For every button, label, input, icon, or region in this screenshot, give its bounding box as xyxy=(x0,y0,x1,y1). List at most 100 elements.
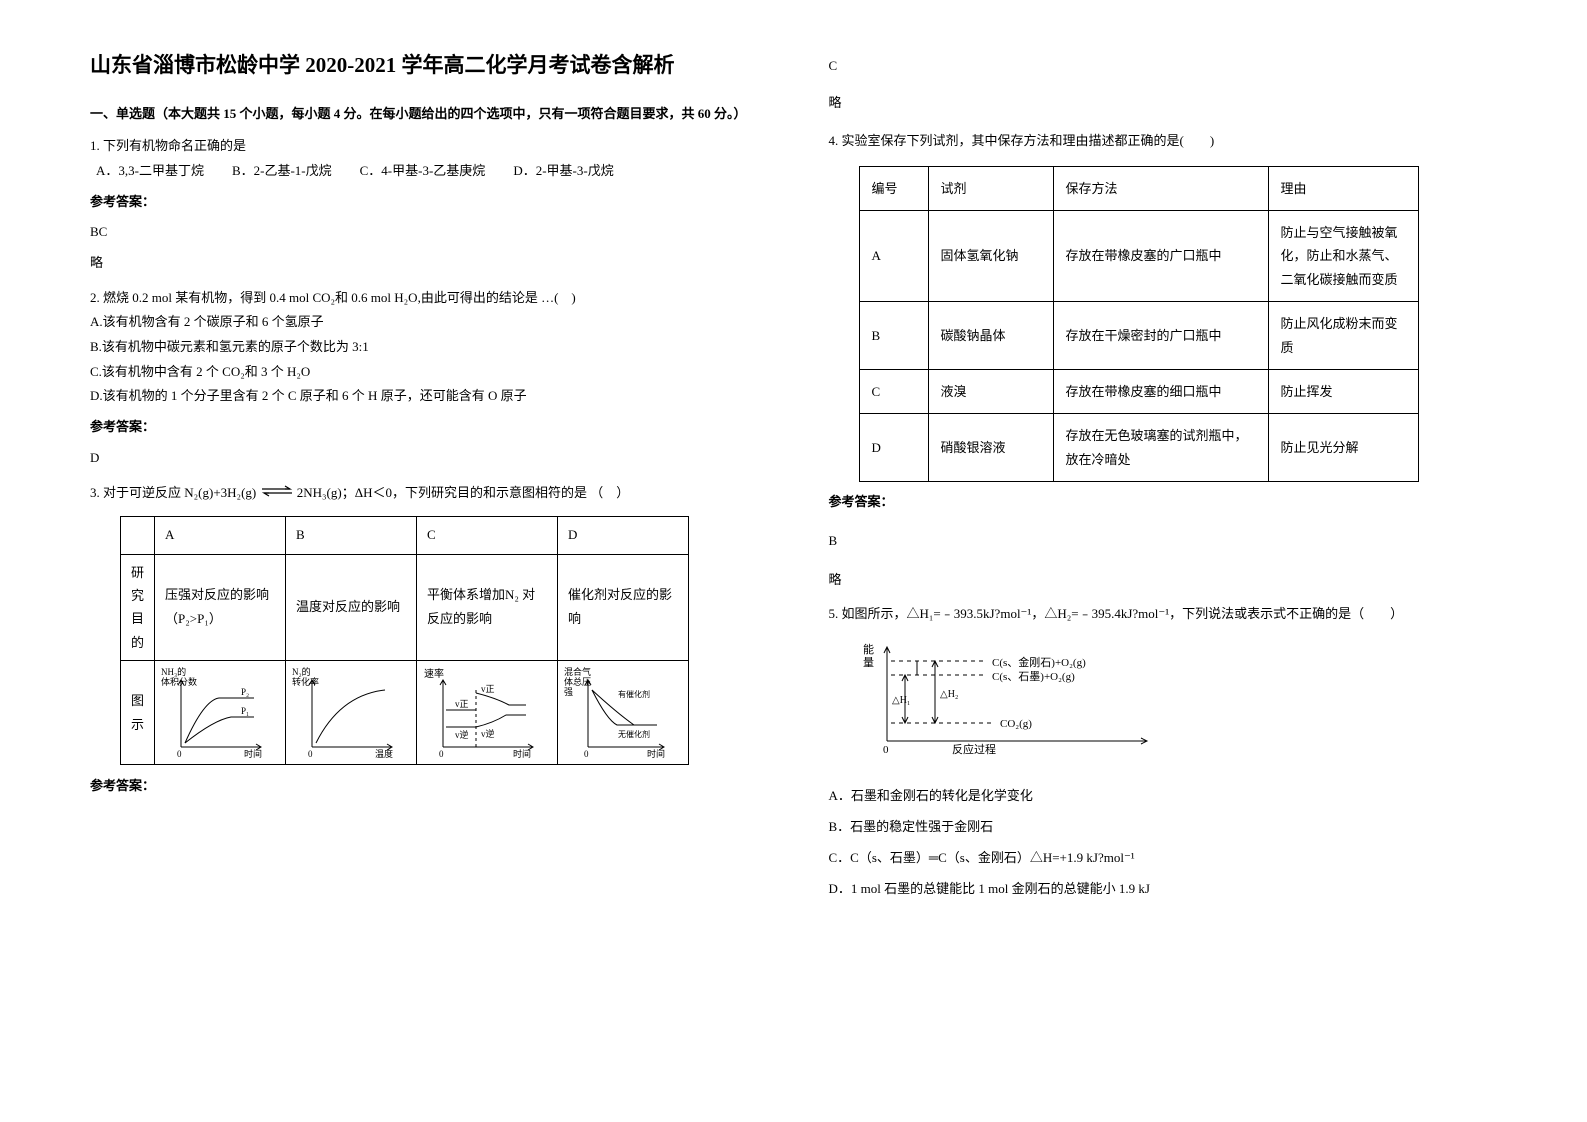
q3-row1-label: 研 究 目 的 xyxy=(121,554,155,661)
q1-stem: 1. 下列有机物命名正确的是 xyxy=(90,134,759,159)
q5-text: 如图所示，△H₁=﹣393.5kJ?mol⁻¹，△H₂=﹣395.4kJ?mol… xyxy=(842,606,1404,621)
svg-text:量: 量 xyxy=(863,656,874,669)
graph-d-xlabel: 时间 xyxy=(647,748,665,759)
q3-hdr-c: C xyxy=(417,516,558,554)
q1-opt-b: B．2-乙基-1-戊烷 xyxy=(232,159,332,184)
question-4: 4. 实验室保存下列试剂，其中保存方法和理由描述都正确的是( ) 编号 试剂 保… xyxy=(829,129,1498,592)
q4-row-a: A 固体氢氧化钠 存放在带橡皮塞的广口瓶中 防止与空气接触被氧化，防止和水蒸气、… xyxy=(859,211,1418,302)
q3-purpose-d: 催化剂对反应的影响 xyxy=(558,554,689,661)
q3-table: A B C D 研 究 目 的 压强对反应的影响（P₂>P₁） 温度对反应的影响… xyxy=(120,516,689,765)
graph-c-xlabel: 时间 xyxy=(513,748,531,759)
q3-purpose-b: 温度对反应的影响 xyxy=(286,554,417,661)
q2-answer-label: 参考答案： xyxy=(90,415,759,440)
q1-text: 下列有机物命名正确的是 xyxy=(103,138,246,153)
section-heading: 一、单选题（本大题共 15 个小题，每小题 4 分。在每小题给出的四个选项中，只… xyxy=(90,104,759,125)
q3-purpose-a: 压强对反应的影响（P₂>P₁） xyxy=(155,554,286,661)
q1-opt-a: A．3,3-二甲基丁烷 xyxy=(96,159,204,184)
page: 山东省淄博市松龄中学 2020-2021 学年高二化学月考试卷含解析 一、单选题… xyxy=(0,0,1587,1122)
graph-a-svg: NH₃的 体积分数 P₂ P₁ 0 时间 xyxy=(159,665,269,760)
q3-hdr-blank xyxy=(121,516,155,554)
q3-answer-label: 参考答案： xyxy=(90,775,759,794)
q2-stem: 2. 燃烧 0.2 mol 某有机物，得到 0.4 mol CO₂和 0.6 m… xyxy=(90,286,759,311)
q4-text: 实验室保存下列试剂，其中保存方法和理由描述都正确的是( ) xyxy=(842,133,1215,148)
svg-text:0: 0 xyxy=(177,749,182,759)
q3-row2-label: 图 示 xyxy=(121,661,155,765)
graph-b-ylabel-2: 转化率 xyxy=(292,676,319,687)
q4-hdr-2: 保存方法 xyxy=(1053,166,1268,210)
q4-row-c: C 液溴 存放在带橡皮塞的细口瓶中 防止挥发 xyxy=(859,370,1418,414)
q4-stem: 4. 实验室保存下列试剂，其中保存方法和理由描述都正确的是( ) xyxy=(829,129,1498,154)
svg-text:C(s、石墨)+O₂(g): C(s、石墨)+O₂(g) xyxy=(992,670,1075,683)
q2-text: 燃烧 0.2 mol 某有机物，得到 0.4 mol CO₂和 0.6 mol … xyxy=(103,290,576,305)
svg-text:v正: v正 xyxy=(481,684,495,694)
q4-row-b: B 碳酸钠晶体 存放在干燥密封的广口瓶中 防止风化成粉末而变质 xyxy=(859,302,1418,370)
q5-opt-b: B．石墨的稳定性强于金刚石 xyxy=(829,811,1498,842)
q2-answer: D xyxy=(90,446,759,471)
graph-c-svg: 速率 v正 xyxy=(421,665,541,760)
q2-opt-d: D.该有机物的 1 个分子里含有 2 个 C 原子和 6 个 H 原子，还可能含… xyxy=(90,384,759,409)
graph-a-ylabel-1: NH₃的 xyxy=(161,666,186,677)
graph-a-ylabel-2: 体积分数 xyxy=(161,676,197,687)
graph-d-svg: 混合气 体总压 强 有催化剂 无催化剂 0 时间 xyxy=(562,665,672,760)
question-2: 2. 燃烧 0.2 mol 某有机物，得到 0.4 mol CO₂和 0.6 m… xyxy=(90,286,759,471)
question-5: 5. 如图所示，△H₁=﹣393.5kJ?mol⁻¹，△H₂=﹣395.4kJ?… xyxy=(829,602,1498,904)
q4-answer: B xyxy=(829,529,1498,554)
q3-purpose-c: 平衡体系增加N₂ 对反应的影响 xyxy=(417,554,558,661)
svg-text:v正: v正 xyxy=(455,699,469,709)
graph-c-ylabel: 速率 xyxy=(424,667,444,680)
svg-text:v逆: v逆 xyxy=(481,728,495,739)
energy-diagram-svg: 能 量 0 反应过程 C(s、金刚石)+O₂(g) C(s、石墨)+O₂(g) … xyxy=(857,639,1177,759)
q4-num: 4. xyxy=(829,133,839,148)
q3-answer: C xyxy=(829,58,1498,74)
q3-stem: 3. 对于可逆反应 N₂(g)+3H₂(g) 2NH₃(g)；ΔH＜0，下列研究… xyxy=(90,481,759,506)
svg-text:0: 0 xyxy=(584,749,589,759)
q3-graph-a: NH₃的 体积分数 P₂ P₁ 0 时间 xyxy=(155,661,286,765)
q5-opt-c: C．C（s、石墨）═C（s、金刚石）△H=+1.9 kJ?mol⁻¹ xyxy=(829,842,1498,873)
q1-answer-label: 参考答案： xyxy=(90,190,759,215)
q3-purpose-row: 研 究 目 的 压强对反应的影响（P₂>P₁） 温度对反应的影响 平衡体系增加N… xyxy=(121,554,689,661)
q2-opt-c: C.该有机物中含有 2 个 CO₂和 3 个 H₂O xyxy=(90,360,759,385)
graph-a-label-p1: P₁ xyxy=(241,706,249,716)
svg-text:0: 0 xyxy=(439,749,444,759)
q4-hdr-3: 理由 xyxy=(1268,166,1418,210)
q1-note: 略 xyxy=(90,251,759,276)
svg-text:能: 能 xyxy=(863,642,874,656)
q3-header-row: A B C D xyxy=(121,516,689,554)
svg-text:△H₂: △H₂ xyxy=(940,689,958,700)
q3-hdr-b: B xyxy=(286,516,417,554)
q3-prefix: 对于可逆反应 N₂(g)+3H₂(g) xyxy=(103,485,256,500)
svg-text:0: 0 xyxy=(883,744,889,756)
q4-table: 编号 试剂 保存方法 理由 A 固体氢氧化钠 存放在带橡皮塞的广口瓶中 防止与空… xyxy=(859,166,1419,483)
svg-text:CO₂(g): CO₂(g) xyxy=(1000,718,1032,730)
q2-num: 2. xyxy=(90,290,100,305)
q1-answer: BC xyxy=(90,220,759,245)
q5-stem: 5. 如图所示，△H₁=﹣393.5kJ?mol⁻¹，△H₂=﹣395.4kJ?… xyxy=(829,602,1498,627)
svg-text:C(s、金刚石)+O₂(g): C(s、金刚石)+O₂(g) xyxy=(992,655,1086,669)
q4-answer-label: 参考答案： xyxy=(829,490,1498,515)
q2-opt-b: B.该有机物中碳元素和氢元素的原子个数比为 3:1 xyxy=(90,335,759,360)
q5-energy-diagram: 能 量 0 反应过程 C(s、金刚石)+O₂(g) C(s、石墨)+O₂(g) … xyxy=(857,639,1498,768)
svg-text:混合气: 混合气 xyxy=(564,666,591,677)
q2-opt-a: A.该有机物含有 2 个碳原子和 6 个氢原子 xyxy=(90,310,759,335)
q3-graph-row: 图 示 NH₃的 体积分数 P₂ P₁ xyxy=(121,661,689,765)
svg-text:v逆: v逆 xyxy=(455,729,469,740)
svg-text:强: 强 xyxy=(564,687,573,697)
q3-suffix: 2NH₃(g)；ΔH＜0，下列研究目的和示意图相符的是 （ ） xyxy=(297,485,629,500)
q3-graph-c: 速率 v正 xyxy=(417,661,558,765)
q1-num: 1. xyxy=(90,138,100,153)
svg-text:有催化剂: 有催化剂 xyxy=(618,689,650,699)
svg-text:△H₁: △H₁ xyxy=(892,695,910,706)
q3-graph-b: N₂的 转化率 0 温度 xyxy=(286,661,417,765)
q3-num: 3. xyxy=(90,485,100,500)
graph-b-xlabel: 温度 xyxy=(375,748,393,759)
graph-b-ylabel-1: N₂的 xyxy=(292,666,311,677)
equilibrium-arrow-icon xyxy=(260,481,294,506)
doc-title: 山东省淄博市松龄中学 2020-2021 学年高二化学月考试卷含解析 xyxy=(90,50,759,82)
graph-a-label-p2: P₂ xyxy=(241,687,249,697)
question-1: 1. 下列有机物命名正确的是 A．3,3-二甲基丁烷 B．2-乙基-1-戊烷 C… xyxy=(90,134,759,275)
q4-note: 略 xyxy=(829,568,1498,593)
q4-hdr-row: 编号 试剂 保存方法 理由 xyxy=(859,166,1418,210)
q5-opt-d: D．1 mol 石墨的总键能比 1 mol 金刚石的总键能小 1.9 kJ xyxy=(829,873,1498,904)
q4-hdr-0: 编号 xyxy=(859,166,928,210)
q1-opt-d: D．2-甲基-3-戊烷 xyxy=(513,159,613,184)
